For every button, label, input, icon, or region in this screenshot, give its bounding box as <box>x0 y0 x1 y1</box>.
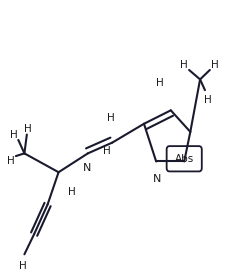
Text: H: H <box>7 156 15 166</box>
Text: H: H <box>10 129 17 140</box>
Text: Abs: Abs <box>175 154 194 164</box>
FancyBboxPatch shape <box>167 146 202 171</box>
Text: H: H <box>211 60 219 70</box>
Text: H: H <box>68 187 76 197</box>
Text: H: H <box>24 124 32 134</box>
Text: H: H <box>156 78 164 88</box>
Text: H: H <box>180 60 188 70</box>
Text: N: N <box>82 163 91 173</box>
Text: H: H <box>107 113 115 123</box>
Text: H: H <box>203 95 211 104</box>
Text: H: H <box>103 146 111 156</box>
Text: H: H <box>19 261 27 271</box>
Text: N: N <box>153 174 162 184</box>
